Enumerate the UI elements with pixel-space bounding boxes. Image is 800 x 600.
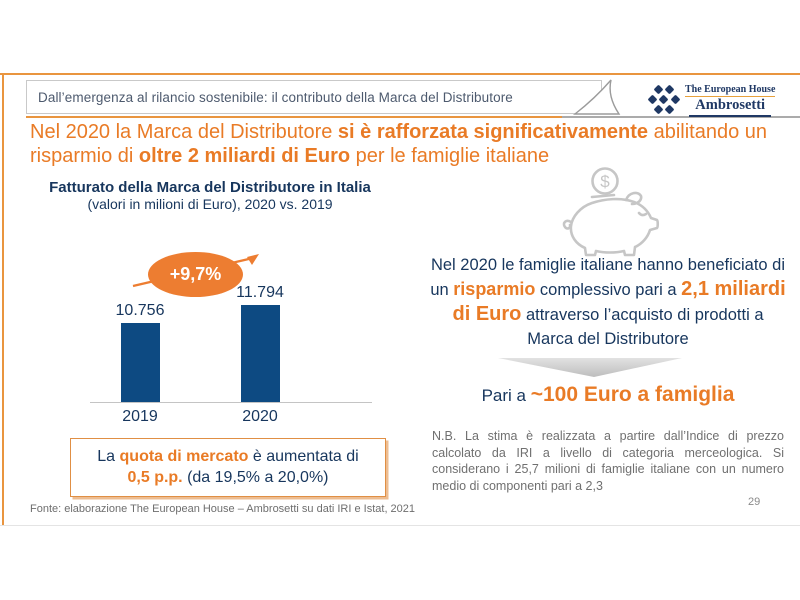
savings-emphasis: 2,1 miliardi di Euro — [452, 278, 786, 325]
page-number: 29 — [748, 496, 761, 508]
chevron-down-icon — [498, 358, 682, 377]
source-line: Fonte: elaborazione The European House –… — [30, 503, 416, 515]
logo-text: The European House Ambrosetti — [685, 83, 776, 117]
title-part: per le famiglie italiane — [350, 144, 550, 167]
chart-title: Fatturato della Marca del Distributore i… — [49, 179, 371, 196]
market-text: La — [97, 448, 120, 465]
market-text: è aumentata di — [248, 448, 359, 465]
header-underline-gray — [562, 116, 800, 118]
title-part: abilitando un risparmio di — [30, 121, 768, 167]
slide-title: Nel 2020 la Marca del Distributore si è … — [30, 121, 782, 168]
savings-text: Nel 2020 le famiglie italiane hanno bene… — [430, 256, 786, 299]
savings-text: attraverso l’acquisto di prodotti a Marc… — [521, 306, 764, 348]
logo-line2: Ambrosetti — [689, 97, 772, 117]
header-underline-orange — [26, 116, 562, 118]
ambrosetti-knot-icon — [648, 85, 680, 114]
company-logo: The European House Ambrosetti — [648, 82, 798, 118]
chart-baseline — [90, 402, 372, 403]
chart-subtitle: (valori in milioni di Euro), 2020 vs. 20… — [87, 196, 333, 212]
breadcrumb: Dall’emergenza al rilancio sostenibile: … — [26, 80, 602, 114]
svg-text:$: $ — [600, 172, 610, 191]
footnote: N.B. La stima è realizzata a partire dal… — [432, 429, 784, 493]
bar-group-2020: 11.794 — [220, 250, 300, 402]
title-emphasis: si è rafforzata significativamente — [337, 121, 649, 143]
x-tick-2020: 2020 — [242, 408, 278, 425]
bar-value-label: 10.756 — [115, 302, 165, 319]
market-share-callout: La quota di mercato è aumentata di 0,5 p… — [70, 438, 386, 497]
piggy-bank-icon: $ — [562, 167, 660, 257]
savings-paragraph: Nel 2020 le famiglie italiane hanno bene… — [430, 253, 786, 351]
market-emphasis: quota di mercato — [119, 448, 249, 465]
bar-group-2019: 10.756 — [100, 250, 180, 402]
breadcrumb-text: Dall’emergenza al rilancio sostenibile: … — [38, 89, 513, 105]
savings-text: complessivo pari a — [535, 281, 682, 299]
slide-top-border — [0, 73, 800, 75]
slide-left-border — [2, 73, 4, 525]
x-tick-2019: 2019 — [122, 408, 158, 425]
bar-chart: 10.756 11.794 — [80, 250, 380, 403]
per-family-prefix: Pari a — [481, 386, 531, 405]
title-part: Nel 2020 la Marca del Distributore — [30, 121, 338, 143]
bar-2020 — [240, 305, 280, 402]
logo-line1: The European House — [685, 83, 776, 97]
title-emphasis: oltre 2 miliardi di Euro — [138, 144, 351, 167]
market-text: (da 19,5% a 20,0%) — [182, 469, 329, 486]
bar-2019 — [120, 323, 160, 402]
ambrosetti-sail-icon — [572, 79, 621, 115]
slide-bottom-border — [0, 525, 800, 526]
market-emphasis: 0,5 p.p. — [127, 469, 183, 486]
per-family-line: Pari a ~100 Euro a famiglia — [430, 383, 786, 407]
savings-emphasis: risparmio — [453, 279, 536, 299]
per-family-value: ~100 Euro a famiglia — [530, 383, 735, 406]
growth-badge: +9,7% — [148, 252, 243, 297]
bar-value-label: 11.794 — [236, 284, 284, 301]
